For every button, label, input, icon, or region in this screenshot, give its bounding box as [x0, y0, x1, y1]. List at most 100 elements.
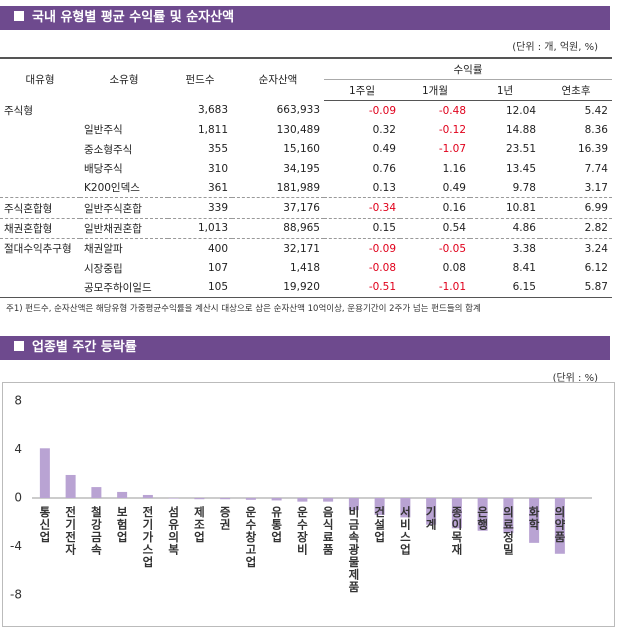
table-row: 주식혼합형 일반주식혼합 339 37,176 -0.34 0.16 10.81 6.99 — [0, 197, 612, 219]
table-cell: 1.16 — [442, 162, 466, 175]
table-cell: 1,811 — [197, 123, 228, 136]
table-cell: 37,176 — [232, 197, 324, 219]
bar — [323, 498, 334, 502]
category-label: 제조업 — [192, 506, 207, 544]
bar — [477, 498, 488, 531]
table-cell: 3.24 — [540, 238, 612, 259]
table-cell: 0.49 — [442, 181, 466, 194]
sub-header: 연초후 — [540, 79, 612, 101]
category-label: 건설업 — [372, 506, 387, 544]
table-cell: -1.07 — [438, 143, 466, 156]
chart: 8 4 0 -4 -8 — [2, 382, 615, 627]
category-label: 통신업 — [37, 506, 52, 544]
category-label: 철강금속 — [89, 506, 104, 556]
category-label: 기계 — [424, 506, 439, 531]
table-cell: -0.12 — [438, 123, 466, 136]
table-cell: 355 — [207, 143, 228, 156]
table-cell: 1,013 — [168, 217, 232, 239]
table-cell: 0.08 — [442, 262, 466, 275]
sub-header: 1년 — [470, 79, 540, 101]
table-cell: 88,965 — [232, 217, 324, 239]
table-cell: 130,489 — [276, 123, 320, 136]
table-cell: -0.09 — [368, 104, 396, 117]
section-title: 업종별 주간 등락률 — [32, 340, 137, 355]
category-label: 비금속광물제품 — [346, 506, 361, 594]
unit-note: (단위 : 개, 억원, %) — [512, 42, 598, 53]
table-cell: 10.81 — [470, 197, 540, 219]
footnote: 주1) 펀드수, 순자산액은 해당유형 가중평균수익률을 계산시 대상으로 삼은… — [6, 304, 481, 314]
table-cell: 절대수익추구형 — [0, 238, 80, 259]
bar — [271, 498, 282, 501]
table-row: 중소형주식 355 15,160 0.49 -1.07 23.51 16.39 — [0, 140, 612, 159]
table-cell — [0, 120, 80, 139]
table-cell: 1,418 — [289, 262, 320, 275]
table-cell: 105 — [168, 277, 232, 298]
y-tick-label: 4 — [14, 442, 22, 456]
table-cell: 310 — [207, 162, 228, 175]
bar — [194, 498, 205, 500]
bar — [374, 498, 385, 515]
bar — [142, 494, 153, 498]
table-cell: -0.08 — [368, 262, 396, 275]
section-title: 국내 유형별 평균 수익률 및 순자산액 — [32, 10, 235, 25]
table-cell — [0, 277, 80, 298]
y-tick-label: -4 — [10, 539, 22, 553]
table-cell: 0.54 — [400, 217, 470, 239]
category-label: 보험업 — [115, 506, 130, 544]
table-cell: -0.51 — [324, 277, 400, 298]
table-cell: 15,160 — [283, 143, 320, 156]
table-cell: 6.12 — [584, 262, 608, 275]
table-cell: 14.88 — [505, 123, 536, 136]
category-label: 섬유의복 — [166, 506, 181, 556]
category-label: 의약품 — [552, 506, 567, 544]
table-cell: 2.82 — [540, 217, 612, 239]
table-cell: 6.99 — [540, 197, 612, 219]
table-row: 시장중립 107 1,418 -0.08 0.08 8.41 6.12 — [0, 258, 612, 277]
unit-note: (단위 : %) — [552, 373, 598, 384]
table-cell — [0, 258, 80, 277]
bar — [245, 498, 256, 500]
table-cell: 0.15 — [324, 217, 400, 239]
col-header: 수익률 — [324, 57, 612, 80]
returns-table: 대유형 소유형 펀드수 순자산액 수익률 1주일 1개월 1년 연초후 주식형 3,68… — [0, 57, 612, 298]
sub-header: 1주일 — [324, 79, 400, 101]
table-cell: -1.01 — [400, 277, 470, 298]
table-row: 배당주식 310 34,195 0.76 1.16 13.45 7.74 — [0, 159, 612, 178]
table-cell: 4.86 — [470, 217, 540, 239]
bar — [503, 498, 514, 534]
table-cell: 배당주식 — [84, 163, 123, 176]
bar — [220, 498, 231, 500]
table-cell: 공모주하이일드 — [80, 277, 168, 298]
table-cell: 8.36 — [584, 123, 608, 136]
table-cell: 3.17 — [584, 181, 608, 194]
table-cell: -0.48 — [438, 104, 466, 117]
bar — [91, 487, 102, 498]
table-cell: 6.15 — [470, 277, 540, 298]
table-cell: 8.41 — [512, 262, 536, 275]
table-cell: 663,933 — [276, 104, 320, 117]
category-label: 화학 — [527, 506, 542, 531]
category-label: 운수장비 — [295, 506, 310, 556]
table-cell: 3,683 — [197, 104, 228, 117]
table-cell: 361 — [207, 181, 228, 194]
table-cell: 5.87 — [540, 277, 612, 298]
table-cell: 400 — [168, 238, 232, 259]
table-cell: 32,171 — [232, 238, 324, 259]
table-cell: 107 — [207, 262, 228, 275]
category-label: 음식료품 — [321, 506, 336, 556]
table-cell: 0.49 — [372, 143, 396, 156]
table-cell — [0, 178, 80, 198]
table-cell: 시장중립 — [84, 262, 123, 275]
table-cell: 5.42 — [584, 104, 608, 117]
category-label: 증권 — [218, 506, 233, 531]
table-cell — [0, 140, 80, 159]
table-cell — [80, 101, 168, 121]
table-cell: 중소형주식 — [84, 143, 133, 156]
table-cell: K200인덱스 — [84, 182, 140, 195]
table-row: 채권혼합형 일반채권혼합 1,013 88,965 0.15 0.54 4.86 2.82 — [0, 217, 612, 239]
table-cell: 9.78 — [512, 181, 536, 194]
table-cell: 채권알파 — [80, 238, 168, 259]
category-label: 의료정밀 — [501, 506, 516, 556]
table-cell: 0.16 — [400, 197, 470, 219]
